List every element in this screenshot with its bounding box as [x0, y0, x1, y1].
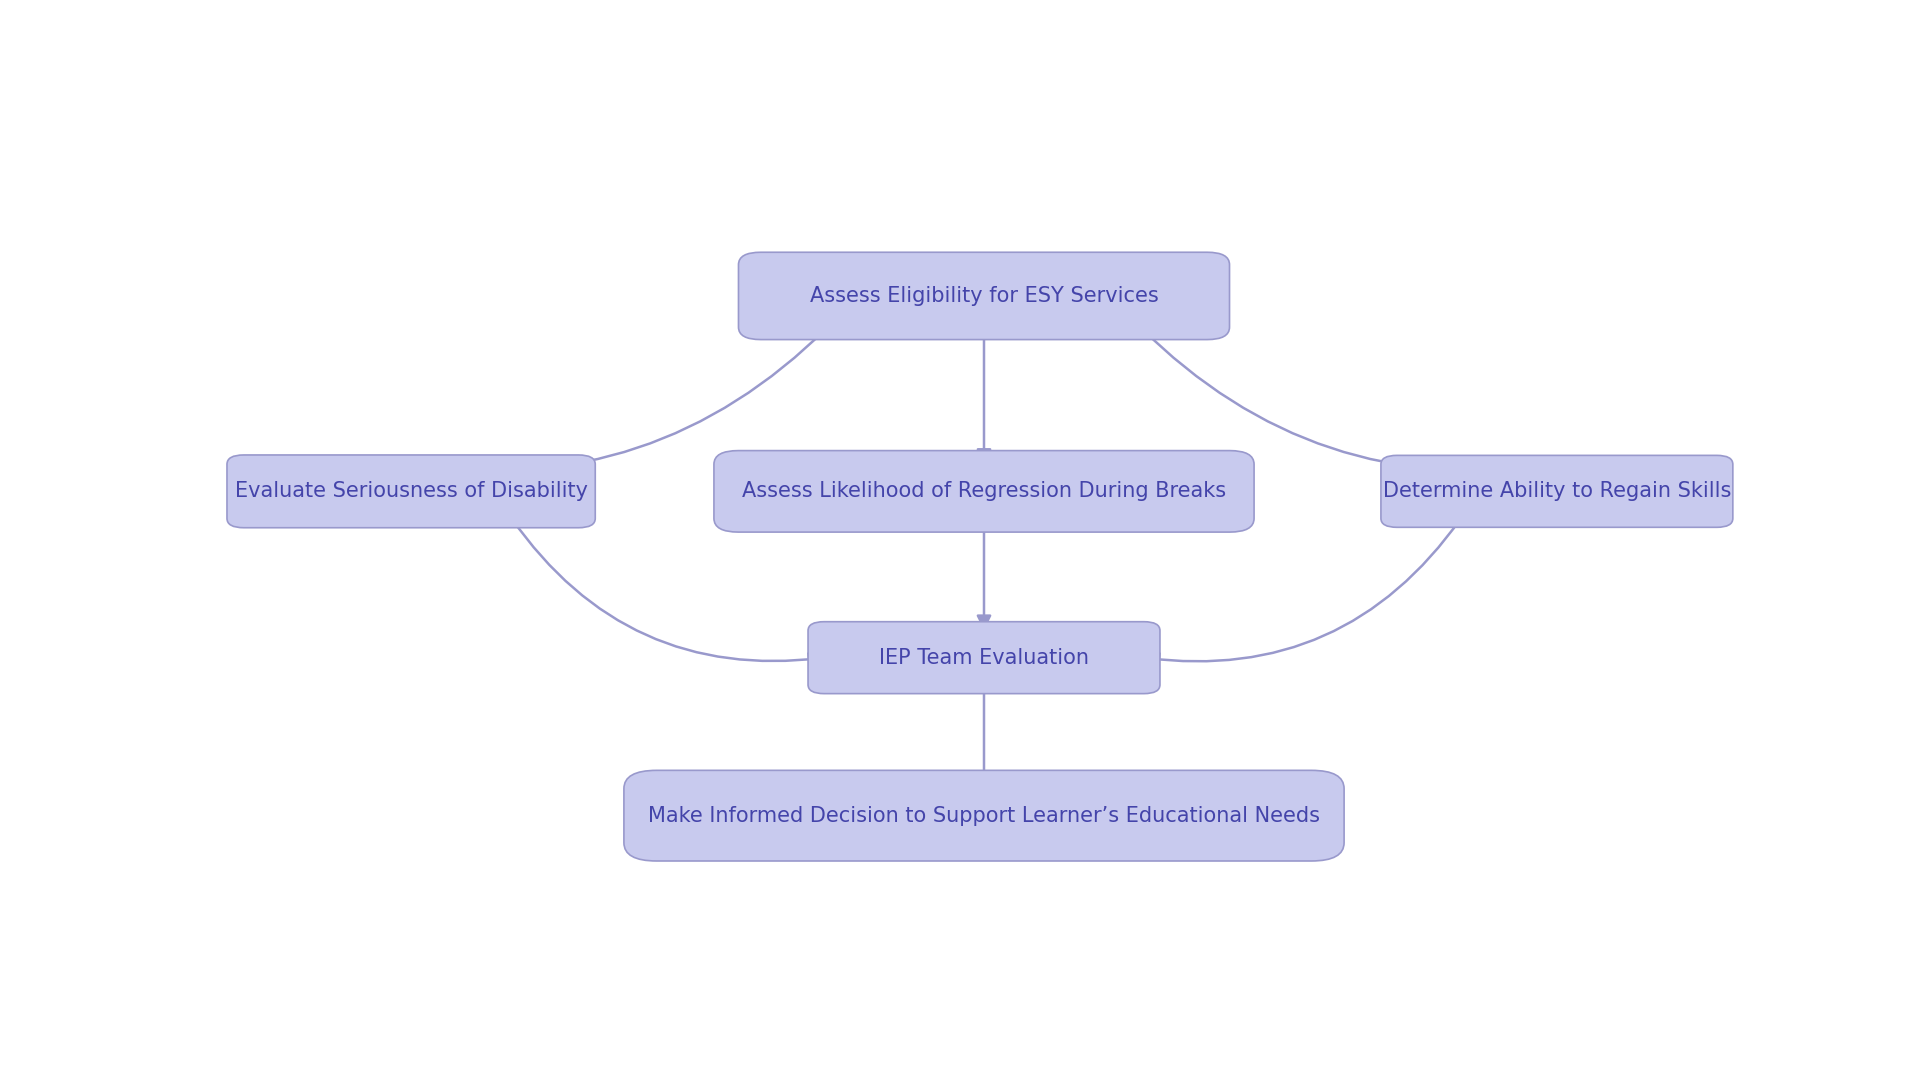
- Text: Assess Likelihood of Regression During Breaks: Assess Likelihood of Regression During B…: [741, 482, 1227, 501]
- FancyBboxPatch shape: [624, 770, 1344, 861]
- FancyBboxPatch shape: [227, 455, 595, 528]
- FancyBboxPatch shape: [714, 450, 1254, 532]
- Text: Evaluate Seriousness of Disability: Evaluate Seriousness of Disability: [234, 482, 588, 501]
- FancyBboxPatch shape: [808, 622, 1160, 693]
- Text: Assess Eligibility for ESY Services: Assess Eligibility for ESY Services: [810, 286, 1158, 306]
- Text: Make Informed Decision to Support Learner’s Educational Needs: Make Informed Decision to Support Learne…: [649, 806, 1321, 826]
- FancyBboxPatch shape: [1380, 456, 1734, 527]
- Text: Determine Ability to Regain Skills: Determine Ability to Regain Skills: [1382, 482, 1732, 501]
- Text: IEP Team Evaluation: IEP Team Evaluation: [879, 648, 1089, 667]
- FancyBboxPatch shape: [739, 253, 1229, 339]
